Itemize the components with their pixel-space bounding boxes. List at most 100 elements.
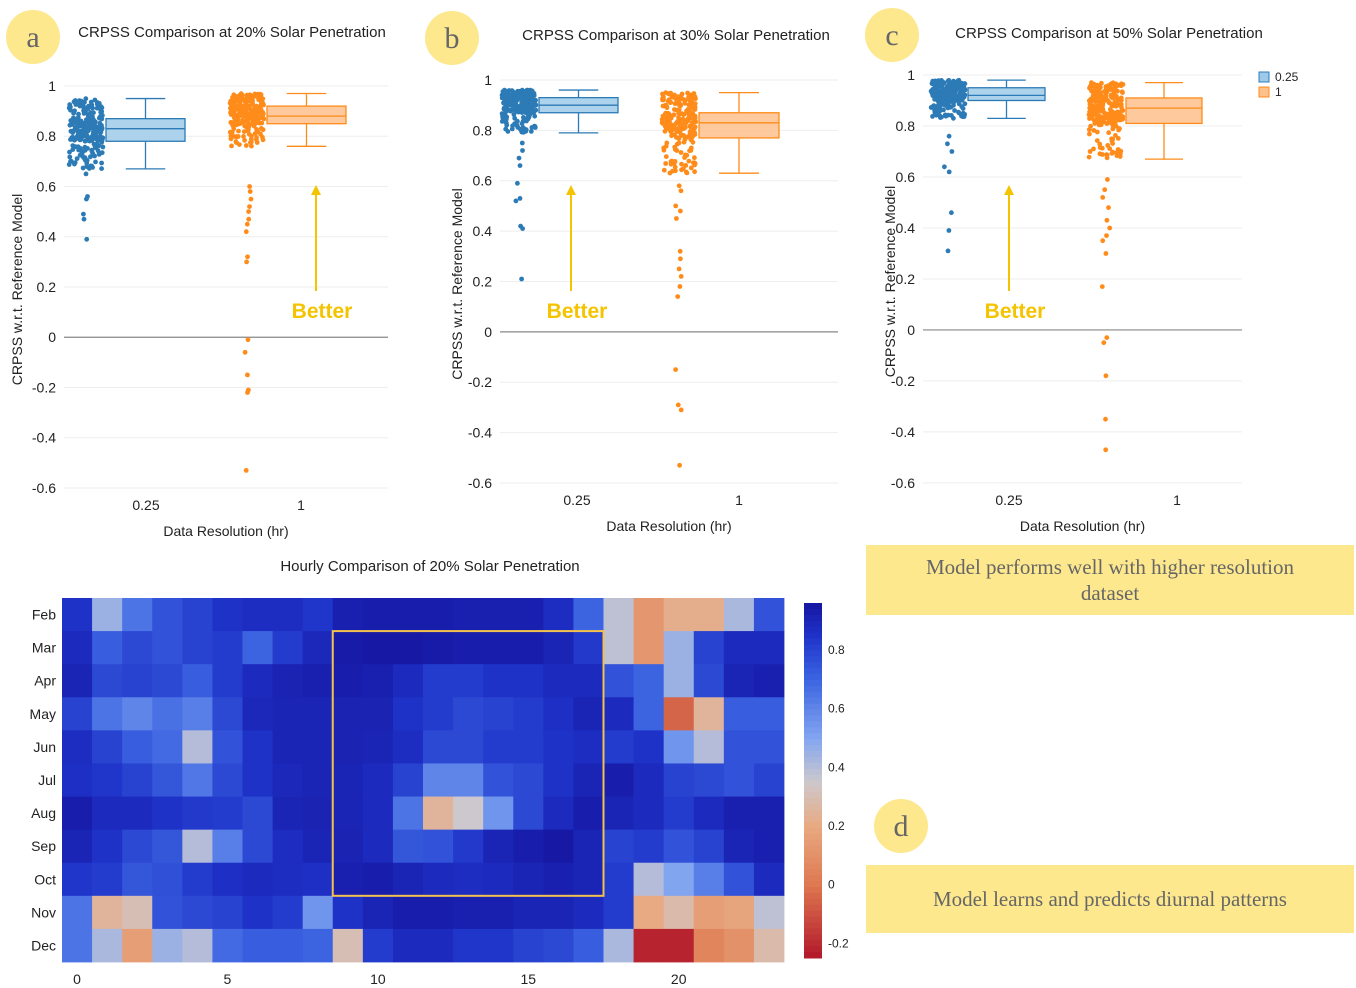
data-point — [672, 159, 678, 164]
data-point — [96, 105, 102, 111]
data-point — [667, 170, 673, 176]
colorbar-segment — [804, 668, 822, 675]
heatmap-cell — [513, 763, 544, 797]
heatmap-cell — [543, 928, 574, 963]
heatmap-cell — [453, 598, 484, 632]
outlier-point — [513, 198, 519, 204]
heatmap-cell — [392, 631, 424, 665]
outlier-point — [245, 337, 251, 343]
heatmap-cell — [423, 763, 454, 797]
data-point — [512, 115, 518, 121]
heatmap-cell — [92, 664, 123, 698]
heatmap-cell — [122, 829, 153, 864]
heatmap-cell — [483, 730, 514, 764]
heatmap-cell — [122, 895, 153, 930]
data-point — [662, 128, 668, 134]
box-1 — [698, 112, 780, 139]
data-point — [660, 113, 666, 119]
heatmap-cell — [212, 697, 243, 731]
heatmap-cell — [753, 862, 785, 897]
note-diurnal: Model learns and predicts diurnal patter… — [866, 865, 1354, 933]
heatmap-cell — [633, 928, 665, 963]
outlier-point — [245, 390, 250, 395]
heatmap-cell — [92, 598, 123, 632]
heatmap-cell — [693, 697, 725, 731]
heatmap-cell — [483, 664, 514, 698]
colorbar-segment — [804, 786, 822, 793]
data-point — [959, 113, 964, 119]
heatmap-cell — [122, 763, 153, 797]
colorbar-segment — [804, 839, 822, 847]
data-point — [945, 105, 951, 111]
colorbar-segment — [804, 721, 822, 728]
outlier-point — [1104, 233, 1109, 239]
data-point — [260, 110, 266, 116]
data-point — [73, 144, 78, 150]
heatmap-cell — [182, 829, 213, 864]
data-point — [1119, 97, 1124, 103]
data-point — [249, 136, 254, 142]
data-point — [951, 102, 956, 108]
data-point — [663, 102, 669, 108]
heatmap-cell — [212, 862, 243, 897]
colorbar-segment — [804, 910, 822, 918]
y-tick-label: 0.4 — [473, 223, 493, 239]
heatmap-cell — [62, 928, 93, 963]
data-point — [1115, 102, 1121, 108]
data-point — [518, 127, 523, 133]
data-point — [529, 125, 535, 130]
y-tick-label: 0.8 — [896, 118, 916, 134]
data-point — [504, 97, 510, 103]
data-point — [236, 128, 241, 134]
heatmap-cell — [423, 664, 454, 698]
data-point — [681, 112, 687, 117]
data-point — [677, 96, 683, 102]
heatmap-cell — [392, 730, 424, 764]
heatmap-cell — [212, 829, 243, 864]
better-label: Better — [547, 300, 608, 323]
heatmap-cell — [663, 829, 695, 864]
data-point — [678, 150, 684, 155]
data-point — [686, 115, 692, 121]
heatmap-cell — [453, 631, 484, 665]
data-point — [1120, 108, 1126, 113]
heatmap-cell — [693, 862, 725, 897]
data-point — [1091, 103, 1096, 109]
heatmap-cell — [513, 697, 544, 731]
heatmap-cell — [212, 631, 243, 665]
colorbar-segment — [804, 762, 822, 770]
outlier-point — [678, 256, 683, 262]
heatmap-cell — [332, 862, 364, 897]
data-point — [1113, 123, 1119, 129]
y-tick-label: 0.6 — [896, 169, 916, 185]
data-point — [1100, 109, 1106, 114]
row-label: Oct — [34, 871, 56, 887]
data-point — [962, 87, 968, 93]
outlier-point — [81, 216, 87, 222]
data-point — [1120, 82, 1126, 87]
heatmap-cell — [753, 796, 785, 831]
heatmap-cell — [392, 796, 424, 831]
data-point — [89, 136, 95, 142]
heatmap-cell — [152, 862, 183, 897]
data-point — [528, 129, 534, 134]
data-point — [687, 123, 693, 129]
data-point — [677, 111, 683, 117]
heatmap-cell — [242, 796, 273, 831]
data-point — [1110, 126, 1116, 132]
heatmap-cell — [423, 730, 454, 764]
outlier-point — [247, 189, 253, 194]
data-point — [693, 119, 699, 125]
data-point — [683, 125, 688, 130]
heatmap-cell — [302, 928, 334, 963]
colorbar-segment — [804, 691, 822, 699]
data-point — [1087, 131, 1092, 137]
outlier-point — [1104, 335, 1110, 340]
heatmap-cell — [543, 598, 574, 632]
data-point — [1115, 109, 1121, 115]
outlier-point — [678, 188, 684, 194]
data-point — [507, 108, 513, 114]
heatmap-cell — [723, 598, 755, 632]
outlier-point — [678, 208, 683, 214]
heatmap-cell — [513, 664, 544, 698]
